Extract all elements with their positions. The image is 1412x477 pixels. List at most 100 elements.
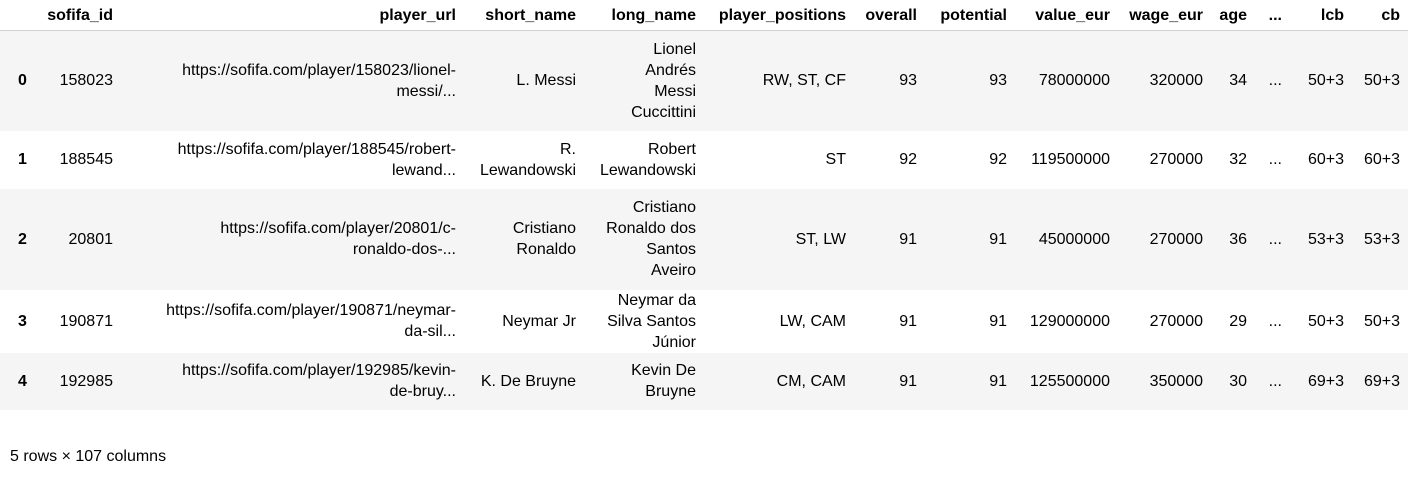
cell-line: Robert [647,140,696,158]
cell-line: Andrés [645,61,696,79]
cell-line: R. [560,140,576,158]
cell-wage-eur: 350000 [1149,372,1203,390]
column-header-sofifa-id: sofifa_id [34,0,121,31]
cell-value-eur: 129000000 [1029,312,1110,330]
table-row: 3 190871 https://sofifa.com/player/190871/… [0,289,1408,353]
cell-line: Santos [646,241,696,258]
cell-short-name: L. Messi [464,31,584,131]
cell-player-url: https://sofifa.com/player/192985/kevin-d… [121,353,464,410]
cell-player-positions: ST, LW [795,230,846,248]
column-header-index [0,0,34,31]
cell-overall: 91 [899,372,917,390]
column-header-potential: potential [925,0,1015,31]
cell-short-name: R. Lewandowski [464,131,584,189]
cell-lcb: 53+3 [1307,230,1344,248]
cell-line: Cristiano [632,199,696,216]
column-header-player-positions: player_positions [704,0,854,31]
cell-short-name: Neymar Jr [464,290,584,353]
cell-sofifa-id: 192985 [59,372,113,390]
cell-line: Neymar da [617,291,696,309]
cell-line: Lewandowski [599,161,696,179]
cell-lcb: 50+3 [1307,312,1344,330]
cell-potential: 91 [989,230,1007,248]
cell-overall: 92 [899,151,917,168]
table-row: 1 188545 https://sofifa.com/player/188545/… [0,130,1408,189]
row-index: 4 [18,372,27,390]
cell-overall: 91 [899,312,917,330]
cell-line: Messi [654,82,696,100]
cell-value-eur: 125500000 [1029,372,1110,390]
cell-sofifa-id: 188545 [59,151,113,168]
cell-cb: 69+3 [1363,372,1400,390]
cell-line: https://sofifa.com/player/158023/lionel- [182,61,456,79]
table-row: 0 158023 https://sofifa.com/player/158023/… [0,30,1408,131]
cell-line: lewand... [391,161,456,179]
table-row: 4 192985 https://sofifa.com/player/192985/… [0,352,1408,410]
cell-player-url: https://sofifa.com/player/190871/neymar-… [121,290,464,353]
cell-overall: 91 [899,230,917,248]
cell-line: https://sofifa.com/player/188545/robert- [177,140,456,158]
cell-line: Lewandowski [479,161,576,179]
cell-line: https://sofifa.com/player/20801/c- [220,220,456,237]
cell-line: Cuccittini [631,103,696,121]
column-header-lcb: lcb [1290,0,1352,31]
cell-long-name: Robert Lewandowski [584,131,704,189]
cell-potential: 93 [989,72,1007,90]
cell-line: messi/... [396,82,456,100]
cell-line: Silva Santos [607,312,696,330]
column-header-ellipsis: ... [1255,0,1290,31]
cell-age: 36 [1229,230,1247,248]
header-row: sofifa_id player_url short_name long_nam… [0,0,1408,31]
column-header-overall: overall [854,0,925,31]
column-header-short-name: short_name [464,0,584,31]
cell-value-eur: 78000000 [1038,72,1110,90]
cell-ellipsis: ... [1268,372,1282,390]
cell-line: de-bruy... [389,383,456,400]
cell-line: Neymar Jr [502,312,576,330]
cell-ellipsis: ... [1268,151,1282,168]
cell-ellipsis: ... [1268,72,1282,90]
cell-cb: 50+3 [1363,72,1400,90]
dataframe-shape-summary: 5 rows × 107 columns [10,448,167,465]
cell-line: https://sofifa.com/player/190871/neymar- [166,302,456,319]
cell-player-url: https://sofifa.com/player/188545/robert-… [121,131,464,189]
cell-age: 32 [1229,151,1247,168]
cell-cb: 60+3 [1363,151,1400,168]
cell-sofifa-id: 190871 [59,312,113,330]
cell-player-positions: CM, CAM [776,372,846,390]
dataframe-table: sofifa_id player_url short_name long_nam… [0,0,1408,410]
cell-lcb: 69+3 [1307,372,1344,390]
cell-wage-eur: 270000 [1149,312,1203,330]
cell-lcb: 50+3 [1307,72,1344,90]
column-header-cb: cb [1352,0,1408,31]
cell-long-name: Neymar da Silva Santos Júnior [584,290,704,353]
cell-value-eur: 45000000 [1038,230,1110,248]
row-index: 1 [18,151,27,168]
cell-line: Kevin De [631,362,696,379]
cell-player-positions: RW, ST, CF [762,72,846,90]
cell-sofifa-id: 20801 [68,230,114,248]
cell-player-url: https://sofifa.com/player/20801/c-ronald… [121,189,464,290]
cell-lcb: 60+3 [1307,151,1344,168]
cell-line: https://sofifa.com/player/192985/kevin- [182,362,456,379]
cell-cb: 53+3 [1363,230,1400,248]
row-index: 3 [18,312,27,330]
row-index: 0 [18,72,27,90]
cell-sofifa-id: 158023 [59,72,113,90]
cell-wage-eur: 270000 [1149,151,1203,168]
cell-line: da-sil... [404,323,456,340]
cell-player-url: https://sofifa.com/player/158023/lionel-… [121,31,464,131]
cell-line: ronaldo-dos-... [352,241,456,258]
cell-long-name: Kevin De Bruyne [584,353,704,410]
cell-age: 30 [1229,372,1247,390]
cell-line: K. De Bruyne [480,372,576,390]
cell-line: Aveiro [650,262,696,279]
cell-ellipsis: ... [1268,312,1282,330]
cell-ellipsis: ... [1268,230,1282,248]
table-row: 2 20801 https://sofifa.com/player/20801/c-… [0,188,1408,290]
cell-age: 29 [1229,312,1247,330]
cell-wage-eur: 270000 [1149,230,1203,248]
column-header-player-url: player_url [121,0,464,31]
cell-wage-eur: 320000 [1149,72,1203,90]
